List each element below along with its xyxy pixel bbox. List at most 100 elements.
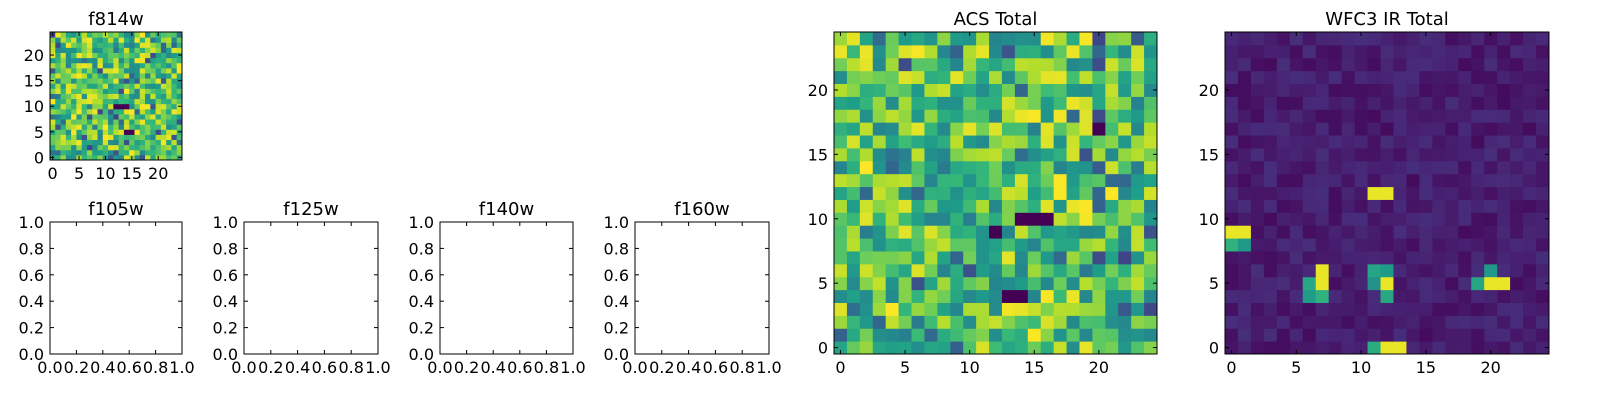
heatmap-cell [1092,250,1106,265]
heatmap-cell [1497,109,1511,123]
heatmap-cell [1458,96,1472,110]
heatmap-cell [1066,57,1080,72]
heatmap-cell [1536,199,1550,213]
heatmap-cell [1536,44,1550,59]
heatmap-cell [898,57,913,72]
heatmap-cell [150,83,157,89]
heatmap-cell [1536,276,1550,291]
heatmap-cell [859,70,874,85]
heatmap-cell [1040,276,1055,291]
heatmap-cell [1131,147,1145,162]
heatmap-cell [885,212,900,226]
heatmap-cell [1053,147,1068,162]
heatmap-cell [1484,32,1498,46]
heatmap-cell [859,263,874,278]
heatmap-cell [139,93,146,100]
heatmap-cell [834,263,848,278]
heatmap-cell [1250,302,1265,316]
heatmap-cell [846,160,861,175]
heatmap-cell [1118,341,1132,355]
heatmap-cell [834,238,848,252]
heatmap-cell [859,160,874,175]
heatmap-cell [1014,341,1029,355]
heatmap-cell [145,62,151,69]
heatmap-cell [1354,341,1369,355]
heatmap-cell [1066,32,1080,46]
heatmap-cell [134,57,141,64]
heatmap-cell [1471,96,1485,110]
heatmap-cell [81,113,88,120]
heatmap-cell [1302,44,1317,59]
heatmap-cell [113,47,120,53]
heatmap-cell [1144,276,1158,291]
heatmap-cell [1328,212,1343,226]
heatmap-cell [1040,186,1055,200]
heatmap-cell [1367,238,1382,252]
heatmap-cell [924,328,938,342]
heatmap-cell [1014,212,1029,226]
heatmap-cell [1445,96,1459,110]
heatmap-cell [1393,341,1407,355]
heatmap-cell [1263,83,1278,97]
heatmap-cell [1497,83,1511,97]
heatmap-cell [1536,135,1550,149]
heatmap-cell [1315,212,1330,226]
heatmap-cell [123,62,130,69]
heatmap-cell [171,32,178,38]
heatmap-cell [1144,315,1158,329]
heatmap-cell [1354,135,1369,149]
heatmap-cell [911,315,925,329]
heatmap-cell [129,37,135,43]
heatmap-cell [1497,289,1511,303]
heatmap-cell [166,67,172,74]
heatmap-cell [911,44,925,59]
heatmap-cell [1341,173,1356,188]
heatmap-cell [150,57,157,64]
heatmap-cell [1144,199,1158,213]
heatmap-cell [1484,341,1498,355]
heatmap-cell [846,147,861,162]
heatmap-cell [134,72,141,79]
heatmap-cell [50,113,56,120]
heatmap-cell [1510,147,1524,162]
heatmap-cell [1315,276,1330,291]
heatmap-cell [1040,147,1055,162]
heatmap-cell [1263,160,1278,175]
heatmap-cell [86,144,93,151]
heatmap-cell [1328,160,1343,175]
panel-title: f125w [283,199,338,220]
heatmap-cell [60,47,67,53]
heatmap-cell [1118,32,1132,46]
heatmap-cell [1040,109,1055,123]
heatmap-cell [1523,96,1537,110]
heatmap-cell [1079,302,1093,316]
heatmap-cell [1237,276,1252,291]
heatmap-cell [60,93,67,100]
heatmap-cell [898,238,913,252]
heatmap-cell [65,62,72,69]
heatmap-cell [1523,238,1537,252]
x-tick-label: 20 [1089,358,1109,377]
heatmap-cell [1445,341,1459,355]
x-tick-label: 0.4 [480,358,505,377]
heatmap-cell [81,154,88,161]
heatmap-cell [1367,57,1382,72]
heatmap-cell [145,103,151,110]
heatmap-cell [97,149,104,156]
heatmap-cell [1250,109,1265,123]
heatmap-cell [71,139,77,146]
heatmap-cell [859,96,874,110]
heatmap-cell [1536,328,1550,342]
heatmap-cell [1341,96,1356,110]
heatmap-cell [1144,96,1158,110]
heatmap-cell [1341,109,1356,123]
y-tick-label: 0.8 [409,239,434,258]
heatmap-cell [108,154,114,161]
heatmap-cell [1131,341,1145,355]
heatmap-cell [1510,250,1524,265]
heatmap-cell [1536,225,1550,239]
heatmap-cell [123,129,130,135]
heatmap-cell [872,289,887,303]
heatmap-cell [1432,199,1446,213]
